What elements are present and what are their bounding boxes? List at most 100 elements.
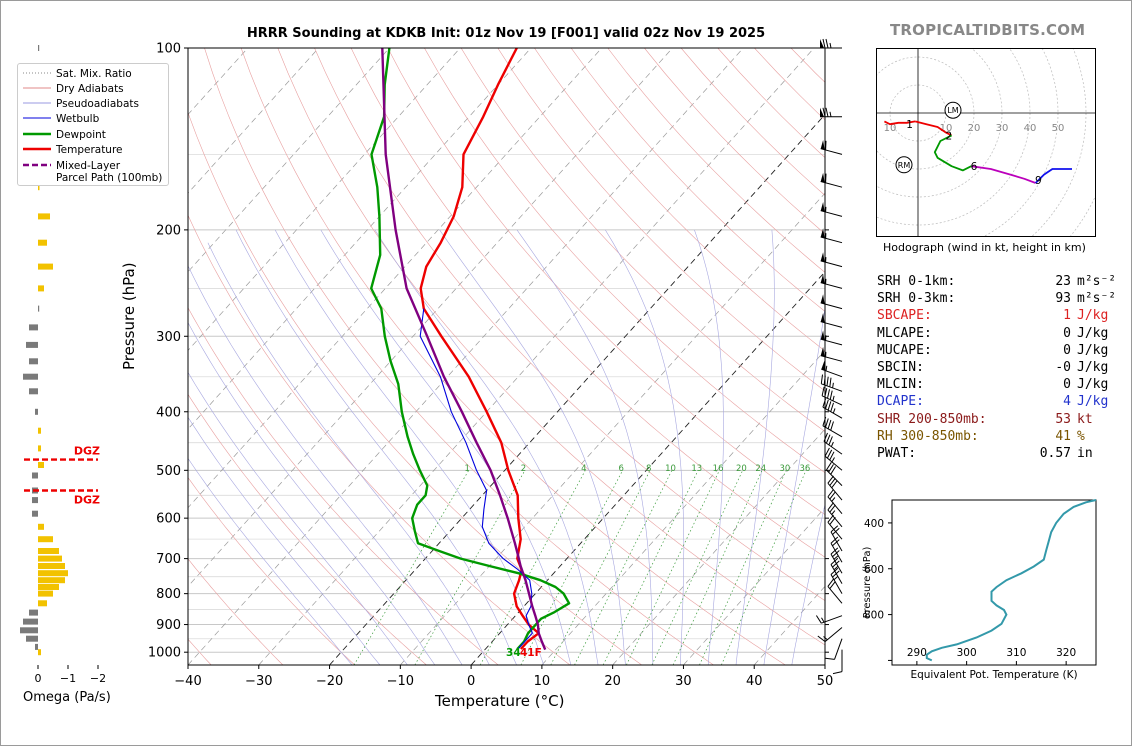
legend-label: Wetbulb bbox=[56, 113, 100, 125]
omega-bar bbox=[29, 324, 38, 331]
pseudo-adiabat bbox=[235, 229, 517, 665]
legend-swatch bbox=[23, 87, 51, 89]
wind-barb bbox=[820, 38, 842, 49]
omega-panel: DGZ DGZ 0 −1 −2 bbox=[20, 45, 106, 685]
y-tick-label: 100 bbox=[156, 42, 181, 57]
stats-label: SRH 0-3km: bbox=[877, 291, 956, 307]
x-tick-label: 20 bbox=[604, 674, 621, 689]
theta-e-axes-frame bbox=[891, 499, 1097, 666]
omega-bar bbox=[26, 341, 38, 348]
y-tick-label: 800 bbox=[156, 587, 181, 602]
y-tick-label: 500 bbox=[156, 464, 181, 479]
mixing-ratio-line bbox=[574, 470, 673, 665]
hodo-km-label: 2 bbox=[945, 130, 952, 142]
hodo-marker bbox=[944, 101, 962, 119]
skew-t-y-label: Pressure (hPa) bbox=[120, 262, 138, 370]
hodo-segment bbox=[1034, 168, 1072, 184]
omega-bar bbox=[32, 510, 38, 517]
stats-unit: kt bbox=[1077, 411, 1093, 427]
stats-label: SBCIN: bbox=[877, 359, 924, 375]
stats-label: MUCAPE: bbox=[877, 342, 932, 358]
dry-adiabat bbox=[387, 48, 825, 515]
pseudo-adiabat bbox=[516, 229, 654, 665]
hodo-ring-label: 10 bbox=[884, 123, 897, 134]
omega-x-label: Omega (Pa/s) bbox=[23, 690, 111, 705]
stats-label: PWAT: bbox=[877, 445, 917, 461]
series-temperature bbox=[419, 48, 540, 650]
wind-barb bbox=[820, 374, 843, 392]
stats-unit: in bbox=[1077, 445, 1093, 461]
stats-value: 0 bbox=[1063, 377, 1071, 393]
legend-swatch bbox=[23, 132, 51, 136]
x-tick-label: −30 bbox=[245, 674, 272, 689]
legend-swatch bbox=[23, 102, 51, 104]
x-tick-label: −40 bbox=[174, 674, 201, 689]
isotherm bbox=[188, 48, 673, 587]
x-tick-label: 0 bbox=[467, 674, 475, 689]
dry-adiabat bbox=[188, 111, 642, 665]
stats-label: MLCIN: bbox=[877, 377, 924, 393]
legend-swatch bbox=[23, 72, 51, 74]
stats-label: SBCAPE: bbox=[877, 308, 932, 324]
omega-bar bbox=[38, 523, 44, 530]
wind-barb bbox=[820, 313, 843, 328]
series-dewpoint bbox=[370, 48, 571, 650]
x-tick-label: −20 bbox=[316, 674, 343, 689]
hodo-ring bbox=[1069, 194, 1096, 237]
hodograph-caption: Hodograph (wind in kt, height in km) bbox=[883, 241, 1086, 254]
pseudo-adiabat bbox=[188, 457, 353, 665]
pseudo-adiabat bbox=[188, 371, 408, 665]
mixing-ratio-label: 2 bbox=[521, 464, 526, 474]
dry-adiabat bbox=[497, 48, 825, 392]
hodo-marker-label: RM bbox=[898, 161, 911, 170]
series-mixed-layer-parcel-path-100mb- bbox=[381, 48, 547, 651]
isotherm bbox=[188, 48, 744, 665]
dry-adiabat bbox=[188, 214, 571, 665]
pseudo-adiabat bbox=[791, 502, 825, 665]
legend-label: Dewpoint bbox=[56, 129, 106, 141]
theta-e-y-label: Pressure (hPa) bbox=[862, 547, 873, 619]
legend-label: Sat. Mix. Ratio bbox=[56, 68, 132, 80]
skew-t-series: 1 2 4 6 8 10 13 16 20 24 30 36 bbox=[370, 48, 810, 651]
stats-row: DCAPE: 4 J/kg bbox=[877, 393, 1116, 410]
omega-bar bbox=[23, 373, 38, 380]
stats-label: SRH 0-1km: bbox=[877, 274, 956, 289]
stats-unit: m²s⁻² bbox=[1077, 291, 1117, 307]
omega-bar bbox=[35, 408, 38, 415]
theta-e-x-tick-label: 300 bbox=[957, 647, 977, 659]
pseudo-adiabat bbox=[374, 229, 599, 665]
wind-barb bbox=[822, 398, 843, 419]
stats-unit: J/kg bbox=[1077, 308, 1109, 324]
legend-label: Dry Adiabats bbox=[56, 83, 124, 95]
omega-bar bbox=[38, 263, 53, 270]
stats-value: 53 bbox=[1055, 411, 1071, 427]
hodo-ring bbox=[982, 48, 1059, 237]
surface-dewpoint-label: 34 bbox=[506, 647, 521, 659]
legend-label: Temperature bbox=[56, 144, 123, 156]
omega-x-tick-label: −1 bbox=[60, 672, 76, 685]
isotherm bbox=[541, 349, 825, 665]
stats-row: RH 300-850mb: 41% bbox=[877, 428, 1116, 445]
omega-bar bbox=[38, 239, 47, 246]
theta-e-y-tick-label: 600 bbox=[864, 564, 884, 576]
wind-barb bbox=[820, 330, 843, 346]
y-tick-label: 900 bbox=[156, 618, 181, 633]
pseudo-adiabat bbox=[188, 266, 463, 665]
stats-unit: m²s⁻² bbox=[1077, 274, 1117, 289]
mixing-ratio-line bbox=[721, 470, 807, 665]
mixing-ratio-label: 24 bbox=[755, 464, 766, 474]
hodo-marker-label: LM bbox=[947, 106, 958, 115]
legend: Sat. Mix. Ratio Dry Adiabats Pseudoadiabat… bbox=[17, 63, 169, 186]
stats-value: 0 bbox=[1063, 342, 1071, 358]
omega-bar bbox=[38, 305, 40, 312]
dry-adiabat bbox=[188, 558, 284, 665]
legend-item-temperature: Temperature bbox=[22, 144, 170, 158]
wind-barb bbox=[832, 649, 843, 675]
pseudo-adiabat bbox=[439, 229, 626, 665]
omega-x-tick-label: 0 bbox=[35, 672, 42, 685]
stats-value: 4 bbox=[1063, 394, 1071, 410]
omega-bar bbox=[38, 563, 65, 569]
